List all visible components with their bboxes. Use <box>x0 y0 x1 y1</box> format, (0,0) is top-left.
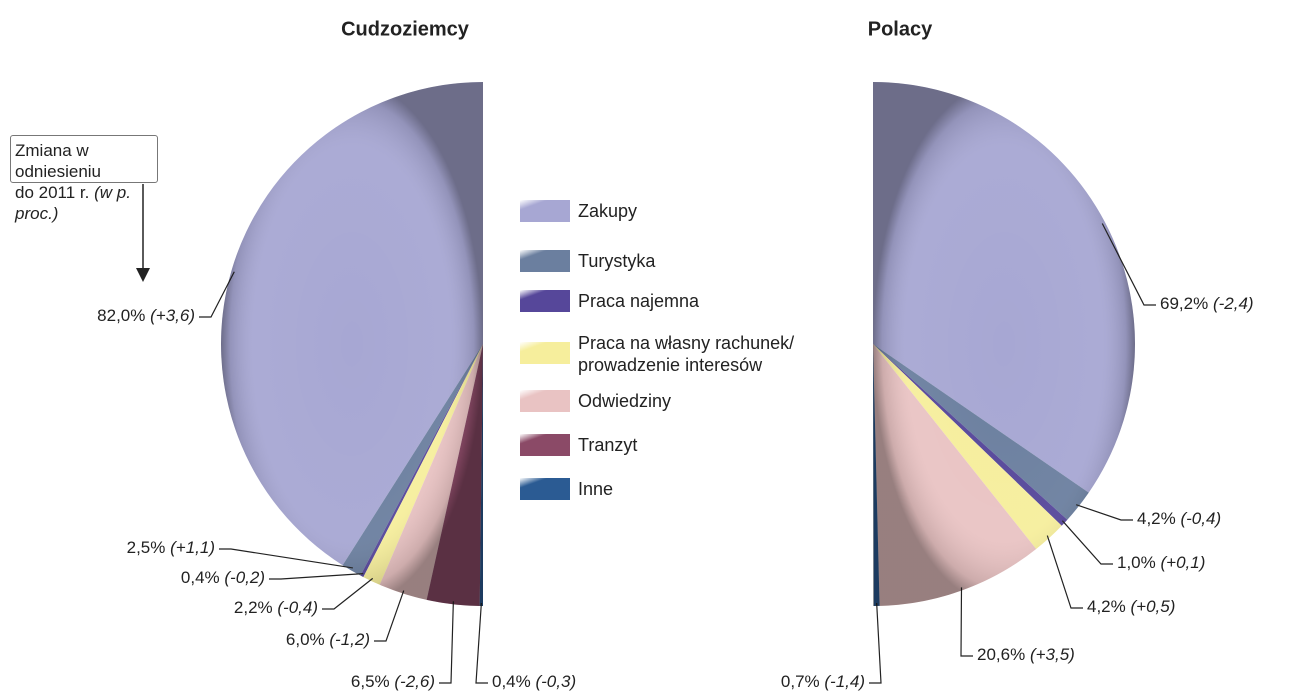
value-label: 6,0% <box>286 630 325 649</box>
data-label: 69,2% (-2,4) <box>1160 294 1254 313</box>
data-label: 2,5% (+1,1) <box>127 538 215 557</box>
data-label: 82,0% (+3,6) <box>97 306 195 325</box>
legend-swatch <box>520 434 570 456</box>
data-label: 6,5% (-2,6) <box>351 672 435 691</box>
leader-line <box>1075 504 1133 521</box>
data-label: 20,6% (+3,5) <box>977 645 1075 664</box>
change-label: (-0,4) <box>277 598 318 617</box>
annotation: Zmiana w odniesieniu do 2011 r. <box>15 141 102 202</box>
change-label: (-2,6) <box>394 672 435 691</box>
data-label: 1,0% (+0,1) <box>1117 553 1205 572</box>
value-label: 0,7% <box>781 672 820 691</box>
change-label: (-0,4) <box>1180 509 1221 528</box>
legend-swatch <box>520 478 570 500</box>
legend-swatch <box>520 342 570 364</box>
change-label: (-1,2) <box>329 630 370 649</box>
value-label: 0,4% <box>492 672 531 691</box>
value-label: 1,0% <box>1117 553 1156 572</box>
value-label: 2,5% <box>127 538 166 557</box>
data-label: 0,7% (-1,4) <box>781 672 865 691</box>
leader-line <box>960 587 973 657</box>
leader-line <box>374 590 405 642</box>
leader-line <box>269 573 364 580</box>
change-label: (+3,5) <box>1030 645 1075 664</box>
change-label: (-0,2) <box>224 568 265 587</box>
change-label: (-0,3) <box>535 672 576 691</box>
data-label: 4,2% (+0,5) <box>1087 597 1175 616</box>
data-label: 2,2% (-0,4) <box>234 598 318 617</box>
legend-swatch <box>520 250 570 272</box>
value-label: 6,5% <box>351 672 390 691</box>
leader-line <box>475 602 488 684</box>
leader-line <box>1046 535 1083 609</box>
leader-line <box>322 577 374 610</box>
legend-swatch <box>520 200 570 222</box>
chart-title: Cudzoziemcy <box>341 18 470 40</box>
data-label: 4,2% (-0,4) <box>1137 509 1221 528</box>
annotation-unit: (w p. proc.) <box>15 183 131 223</box>
data-label: 0,4% (-0,2) <box>181 568 265 587</box>
leader-line <box>439 601 454 684</box>
data-label: 6,0% (-1,2) <box>286 630 370 649</box>
arrow-head <box>136 268 150 282</box>
change-label: (+3,6) <box>150 306 195 325</box>
value-label: 4,2% <box>1137 509 1176 528</box>
legend-label: Tranzyt <box>578 435 638 455</box>
value-label: 20,6% <box>977 645 1025 664</box>
data-label: 0,4% (-0,3) <box>492 672 576 691</box>
value-label: 0,4% <box>181 568 220 587</box>
legend-swatch <box>520 290 570 312</box>
legend-swatch <box>520 390 570 412</box>
chart-title: Polacy <box>868 18 933 40</box>
legend-label: Praca najemna <box>578 291 700 311</box>
change-label: (-1,4) <box>824 672 865 691</box>
value-label: 2,2% <box>234 598 273 617</box>
legend-label: Praca na własny rachunek/ prowadzenie in… <box>578 333 795 375</box>
legend-label: Zakupy <box>578 201 638 221</box>
change-label: (-2,4) <box>1213 294 1254 313</box>
value-label: 4,2% <box>1087 597 1126 616</box>
leader-line <box>1061 520 1113 565</box>
leader-line <box>869 602 882 684</box>
change-label: (+1,1) <box>170 538 215 557</box>
legend-label: Odwiedziny <box>578 391 672 411</box>
change-label: (+0,1) <box>1160 553 1205 572</box>
value-label: 69,2% <box>1160 294 1208 313</box>
change-label: (+0,5) <box>1130 597 1175 616</box>
value-label: 82,0% <box>97 306 145 325</box>
legend-label: Inne <box>578 479 614 499</box>
legend-label: Turystyka <box>578 251 656 271</box>
annotation-box: Zmiana w odniesieniu do 2011 r. (w p. pr… <box>10 135 158 223</box>
